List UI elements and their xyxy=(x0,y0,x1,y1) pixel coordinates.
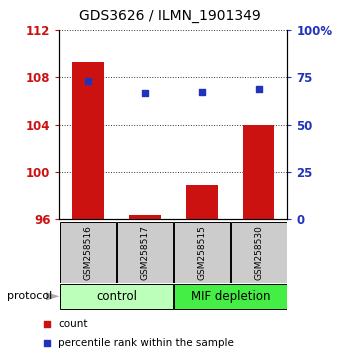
Point xyxy=(44,321,49,327)
Text: GSM258515: GSM258515 xyxy=(198,225,206,280)
Bar xyxy=(72,62,104,219)
Bar xyxy=(129,215,160,219)
Text: count: count xyxy=(58,319,88,329)
Bar xyxy=(174,222,230,282)
Text: MIF depletion: MIF depletion xyxy=(191,290,270,303)
Point xyxy=(44,340,49,346)
Bar xyxy=(186,185,218,219)
Bar xyxy=(243,125,274,219)
Polygon shape xyxy=(46,292,60,301)
Bar xyxy=(231,222,287,282)
Text: GSM258516: GSM258516 xyxy=(84,225,92,280)
Text: GSM258517: GSM258517 xyxy=(140,225,149,280)
Bar xyxy=(174,284,287,309)
Text: percentile rank within the sample: percentile rank within the sample xyxy=(58,338,234,348)
Text: protocol: protocol xyxy=(7,291,52,301)
Point xyxy=(142,90,148,96)
Point xyxy=(199,89,205,95)
Point xyxy=(256,86,261,92)
Bar xyxy=(60,284,173,309)
Text: GSM258530: GSM258530 xyxy=(254,225,263,280)
Bar xyxy=(117,222,173,282)
Text: GDS3626 / ILMN_1901349: GDS3626 / ILMN_1901349 xyxy=(79,9,261,23)
Text: control: control xyxy=(96,290,137,303)
Point xyxy=(85,78,91,84)
Bar xyxy=(60,222,116,282)
